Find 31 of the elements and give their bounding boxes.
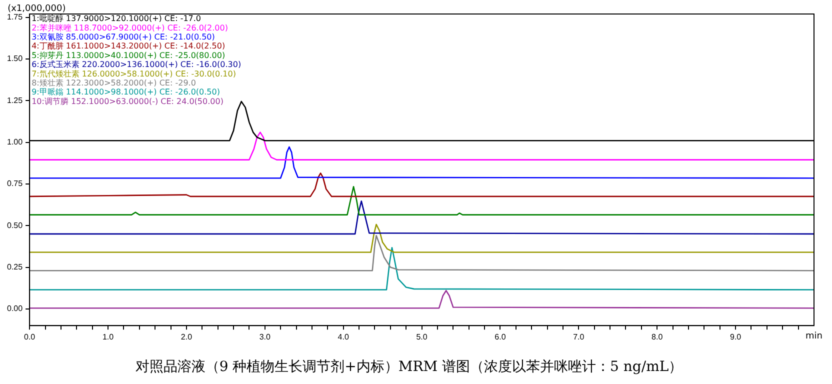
x-tick-label: 0.0 — [24, 332, 36, 342]
y-tick-label: 1.50 — [6, 54, 24, 64]
x-tick-label: 4.0 — [338, 332, 350, 342]
text: 3:双氰胺 85.0000>67.9000(+) CE: -21.0(0.50) — [32, 32, 215, 42]
x-tick-label: 7.0 — [573, 332, 585, 342]
x-tick-label: 6.0 — [494, 332, 506, 342]
y-tick-label: 1.00 — [6, 138, 24, 147]
x-axis-title: min — [806, 331, 822, 342]
x-tick-label: 5.0 — [416, 332, 428, 342]
y-tick-label: 0.75 — [6, 179, 24, 188]
y-tick-label: 1.75 — [6, 12, 24, 22]
y-tick-label: 0.00 — [6, 304, 24, 314]
text: 8:矮壮素 122.3000>58.2000(+) CE: -29.0 — [32, 78, 196, 88]
y-tick-label: 0.50 — [6, 220, 24, 230]
x-tick-label: 8.0 — [652, 332, 664, 342]
x-tick-label: 9.0 — [730, 332, 742, 342]
text: 4:丁酰肼 161.1000>143.2000(+) CE: -14.0(2.50) — [32, 42, 226, 51]
y-tick-label: 0.25 — [6, 262, 24, 272]
x-tick-label: 3.0 — [259, 332, 272, 342]
text: 2:苯并咪唑 118.7000>92.0000(+) CE: -26.0(2.00) — [32, 23, 228, 32]
y-axis-title: (x1,000,000) — [8, 4, 66, 14]
text: 9:甲哌鎓 114.1000>98.1000(+) CE: -26.0(0.50) — [32, 88, 220, 97]
text: 1:吡啶醇 137.9000>120.1000(+) CE: -17.0 — [32, 14, 202, 24]
text: 6:反式玉米素 220.2000>136.1000(+) CE: -16.0(0.30) — [32, 60, 242, 70]
text: 对照品溶液（9 种植物生长调节剂+内标）MRM 谱图（浓度以苯并咪唑计：5 ng/mL） — [135, 359, 683, 376]
x-tick-label: 2.0 — [180, 332, 193, 342]
text: 7:氘代矮壮素 126.0000>58.1000(+) CE: -30.0(0.10) — [32, 69, 236, 78]
text: 10:调节膦 152.1000>63.0000(-) CE: 24.0(50.00) — [32, 96, 224, 106]
x-tick-label: 1.0 — [102, 332, 114, 342]
y-tick-label: 1.25 — [6, 96, 24, 105]
text: 5:抑芽丹 113.0000>40.1000(+) CE: -25.0(80.00) — [32, 50, 226, 60]
